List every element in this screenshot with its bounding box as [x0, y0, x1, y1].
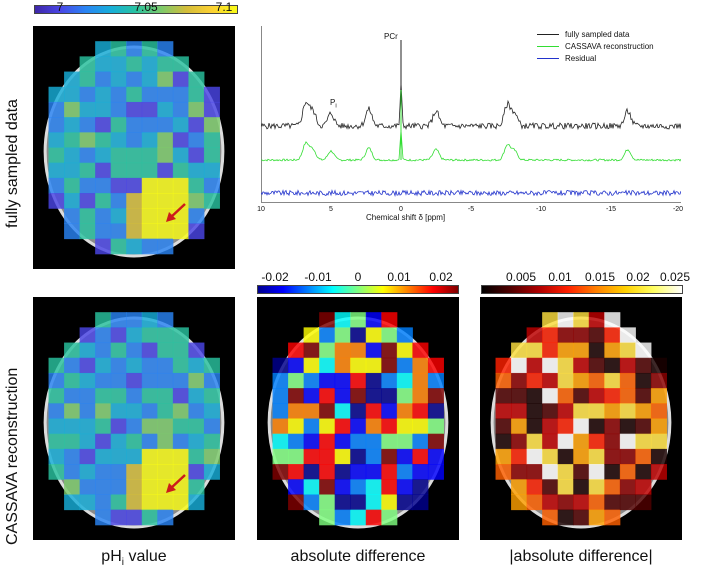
spec-xtick-3: 0	[399, 206, 403, 213]
spec-xtick-1: 10	[257, 206, 265, 213]
spec-xtick-4: -5	[467, 206, 475, 213]
spec-xtick-6: -15	[605, 206, 617, 213]
diff-tick-2: -0.01	[304, 270, 332, 284]
spec-xtick-5: -10	[535, 206, 547, 213]
absdiff-tick-5: 0.025	[659, 270, 691, 284]
legend-text-cassava: CASSAVA reconstruction	[565, 42, 654, 51]
caption-ph-suffix: value	[123, 548, 167, 565]
legend-cassava: CASSAVA reconstruction	[537, 42, 654, 51]
diff-tick-1: -0.02	[261, 270, 289, 284]
legend-line-fully	[537, 34, 559, 36]
diff-map	[257, 297, 459, 540]
diff-colorbar	[257, 285, 459, 294]
absdiff-colorbar	[481, 285, 683, 294]
legend-line-residual	[537, 58, 559, 60]
caption-ph-sub: i	[121, 557, 124, 569]
series-residual	[261, 189, 681, 197]
series-fully-sampled	[261, 82, 681, 131]
pcr-label: PCr	[384, 32, 398, 41]
ph-tick-3: 7.1	[215, 0, 233, 14]
ph-map-fully-sampled	[33, 26, 235, 269]
diff-tick-3: 0	[354, 270, 362, 284]
legend-text-fully: fully sampled data	[565, 30, 630, 39]
diff-tick-4: 0.01	[387, 270, 411, 284]
spectrum-plot: PCr Pi fully sampled data CASSAVA recons…	[261, 26, 681, 204]
pi-label: Pi	[330, 98, 337, 110]
ph-tick-1: 7	[56, 0, 64, 14]
ph-map-cassava	[33, 297, 235, 540]
legend-residual: Residual	[537, 54, 596, 63]
row-label-cassava: CASSAVA reconstruction	[4, 367, 21, 545]
diff-tick-5: 0.02	[429, 270, 453, 284]
legend-text-residual: Residual	[565, 54, 597, 63]
spec-xlabel: Chemical shift δ [ppm]	[366, 213, 446, 222]
absdiff-map	[480, 297, 682, 540]
caption-ph-value: pHi value	[101, 548, 166, 568]
row-label-fully-sampled: fully sampled data	[4, 99, 21, 228]
caption-ph-main: pH	[101, 548, 122, 565]
ph-tick-2: 7.05	[134, 0, 158, 14]
legend-fully-sampled: fully sampled data	[537, 30, 629, 39]
absdiff-tick-4: 0.02	[626, 270, 650, 284]
legend-line-cassava	[537, 46, 559, 48]
spec-xtick-2: 5	[329, 206, 333, 213]
ph-colorbar	[34, 5, 238, 14]
pi-label-main: P	[330, 98, 336, 107]
absdiff-tick-3: 0.015	[584, 270, 616, 284]
absdiff-tick-2: 0.01	[548, 270, 572, 284]
spec-xtick-7: -20	[672, 206, 684, 213]
series-cassava-reconstruction	[261, 130, 681, 162]
absdiff-tick-1: 0.005	[505, 270, 537, 284]
caption-abs-absolute-difference: |absolute difference|	[509, 548, 653, 565]
pi-label-sub: i	[335, 103, 337, 110]
caption-absolute-difference: absolute difference	[290, 548, 426, 565]
